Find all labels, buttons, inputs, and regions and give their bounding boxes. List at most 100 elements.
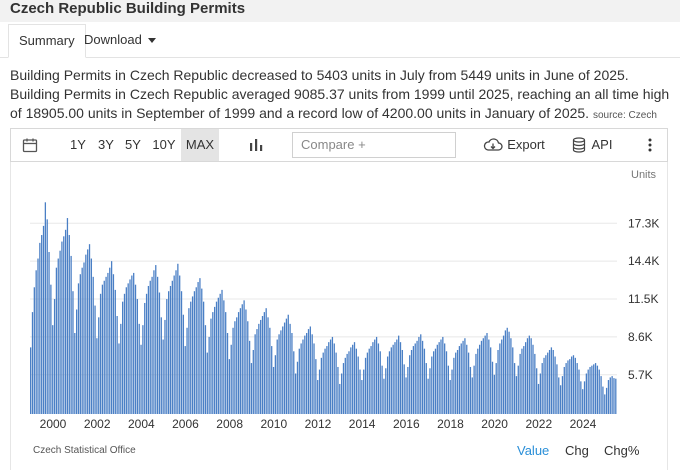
data-bar — [168, 291, 170, 414]
compare-input[interactable]: Compare + — [292, 132, 456, 158]
data-bar — [304, 335, 306, 414]
data-bar — [293, 351, 295, 414]
chevron-down-icon — [147, 38, 156, 44]
data-bar — [602, 386, 604, 414]
data-bar — [554, 356, 556, 414]
range-max-button[interactable]: MAX — [181, 129, 219, 161]
bar-chart-icon[interactable] — [245, 129, 267, 161]
data-bar — [175, 270, 177, 414]
data-bar — [523, 346, 525, 414]
range-10y-button[interactable]: 10Y — [152, 137, 176, 152]
data-bar — [50, 284, 52, 414]
data-bar — [593, 364, 595, 414]
data-bar — [340, 373, 343, 414]
api-button[interactable]: API — [591, 137, 613, 152]
data-bar — [559, 385, 562, 414]
description-text: Building Permits in Czech Republic decre… — [10, 67, 670, 121]
data-bar — [237, 312, 240, 414]
more-vertical-icon[interactable] — [641, 129, 659, 161]
data-bar — [151, 276, 153, 414]
data-bar — [191, 296, 194, 414]
chg-button[interactable]: Chg — [565, 443, 589, 458]
export-button[interactable]: Export — [507, 137, 545, 152]
data-bar — [570, 356, 573, 414]
y-tick-label: 17.3K — [628, 216, 659, 230]
data-bar — [133, 272, 135, 414]
data-bar — [193, 291, 196, 414]
data-bar — [477, 348, 479, 414]
data-bar — [526, 338, 529, 414]
data-bar — [517, 365, 519, 414]
data-bar — [129, 279, 131, 414]
data-bar — [103, 280, 105, 414]
data-bar — [368, 348, 370, 414]
data-bar — [370, 346, 372, 414]
data-bar — [596, 365, 599, 414]
data-bar — [613, 378, 615, 414]
data-bar — [226, 333, 229, 414]
data-bar — [41, 235, 43, 414]
data-bar — [418, 336, 420, 414]
data-bar — [444, 343, 446, 414]
chg-pct-button[interactable]: Chg% — [604, 443, 640, 458]
description: Building Permits in Czech Republic decre… — [10, 66, 672, 146]
x-tick-label: 2016 — [393, 417, 420, 431]
data-bar — [254, 334, 256, 414]
chart-toolbar: 1Y 3Y 5Y 10Y MAX Compare + Export API — [10, 128, 668, 162]
range-5y-button[interactable]: 5Y — [125, 137, 141, 152]
cloud-download-icon[interactable] — [481, 129, 505, 161]
data-bar — [569, 359, 571, 414]
range-3y-button[interactable]: 3Y — [98, 137, 114, 152]
data-bar — [423, 348, 426, 414]
data-bar — [234, 321, 236, 414]
data-bar — [462, 340, 464, 414]
data-bar — [282, 326, 284, 414]
data-bar — [561, 376, 564, 414]
data-bar — [260, 319, 262, 414]
units-label: Units — [631, 169, 657, 181]
data-bar — [214, 306, 216, 414]
data-bar — [537, 383, 540, 414]
data-bar — [206, 352, 208, 414]
data-bar — [582, 389, 584, 414]
data-bar — [333, 343, 335, 414]
data-bar — [359, 369, 361, 414]
data-bar — [434, 348, 437, 414]
data-bar — [46, 219, 48, 414]
data-bar — [350, 347, 352, 414]
value-button[interactable]: Value — [517, 443, 550, 458]
data-bar — [52, 325, 54, 414]
data-bar — [565, 363, 567, 414]
building-permits-chart: 5.7K 8.6K 11.5K 14.4K 17.3K Units 2000 2002 2004… — [30, 169, 659, 431]
tab-summary[interactable]: Summary — [8, 24, 86, 58]
data-bar — [306, 333, 308, 414]
database-icon[interactable] — [570, 129, 588, 161]
data-bar — [429, 368, 431, 414]
range-1y-button[interactable]: 1Y — [70, 137, 86, 152]
x-tick-label: 2002 — [84, 417, 111, 431]
page-title: Czech Republic Building Permits — [10, 0, 246, 17]
tab-bar: Summary Download — [0, 22, 680, 58]
x-tick-label: 2014 — [349, 417, 376, 431]
calendar-icon[interactable] — [19, 129, 41, 161]
data-bar — [381, 365, 383, 414]
data-bar — [186, 327, 188, 414]
data-bar — [241, 304, 243, 414]
tab-download[interactable]: Download — [74, 24, 166, 58]
data-bar — [153, 270, 155, 414]
data-bar — [392, 344, 394, 414]
data-bar — [513, 363, 516, 414]
data-bar — [567, 360, 569, 414]
data-bar — [127, 283, 129, 414]
data-bar — [81, 267, 83, 414]
data-bar — [357, 356, 359, 414]
data-bar — [271, 346, 273, 414]
data-bar — [158, 292, 161, 414]
data-bar — [530, 338, 532, 414]
data-bar — [162, 339, 164, 414]
data-bar — [318, 369, 321, 414]
data-bar — [556, 364, 558, 414]
tab-download-label: Download — [84, 32, 142, 47]
data-bar — [160, 317, 162, 414]
data-bar — [388, 351, 391, 414]
